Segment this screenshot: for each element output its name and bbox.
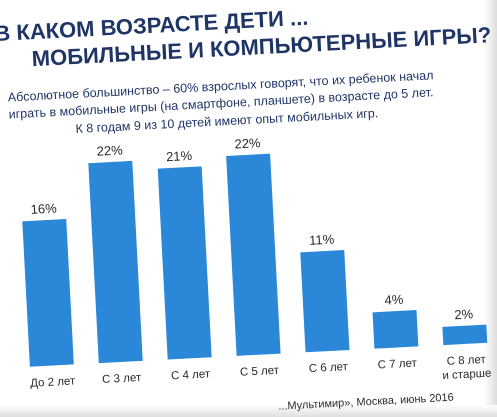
value-label-6: 4% xyxy=(384,292,404,308)
category-label-4: С 5 лет xyxy=(240,365,280,379)
value-label-1: 16% xyxy=(30,201,57,217)
category-label-7-line-2: и старше xyxy=(442,368,491,383)
bar-series xyxy=(22,153,488,367)
category-label-2: С 3 лет xyxy=(102,372,142,386)
source-note: ...Мультимир», Москва, июнь 2016 xyxy=(278,392,454,413)
bar-2 xyxy=(88,160,143,364)
subtitle-block: Абсолютное большинство – 60% взрослых го… xyxy=(7,68,433,136)
value-label-4: 22% xyxy=(234,135,261,151)
value-label-7: 2% xyxy=(454,306,474,322)
card-shadow-bottom xyxy=(0,405,497,417)
value-labels: 16% 22% 21% 22% 11% 4% 2% xyxy=(30,135,474,322)
bar-1 xyxy=(22,219,74,367)
category-label-5: С 6 лет xyxy=(309,361,349,375)
category-label-1: До 2 лет xyxy=(30,375,76,389)
category-label-3: С 4 лет xyxy=(171,368,211,382)
value-label-3: 21% xyxy=(166,148,193,164)
value-label-2: 22% xyxy=(96,142,123,158)
category-label-6: С 7 лет xyxy=(377,357,417,371)
bar-6 xyxy=(372,310,419,349)
bar-7 xyxy=(442,324,488,346)
bar-4 xyxy=(226,153,281,356)
category-label-7-line-1: С 8 лет xyxy=(446,354,486,368)
value-label-5: 11% xyxy=(309,232,335,248)
bar-3 xyxy=(157,166,212,360)
title-block: В КАКОМ ВОЗРАСТЕ ДЕТИ ... МОБИЛЬНЫЕ И КО… xyxy=(0,5,492,71)
bar-5 xyxy=(300,250,350,353)
category-labels: До 2 лет С 3 лет С 4 лет С 5 лет С 6 лет С 7 … xyxy=(30,354,492,390)
card-shadow xyxy=(484,0,497,417)
